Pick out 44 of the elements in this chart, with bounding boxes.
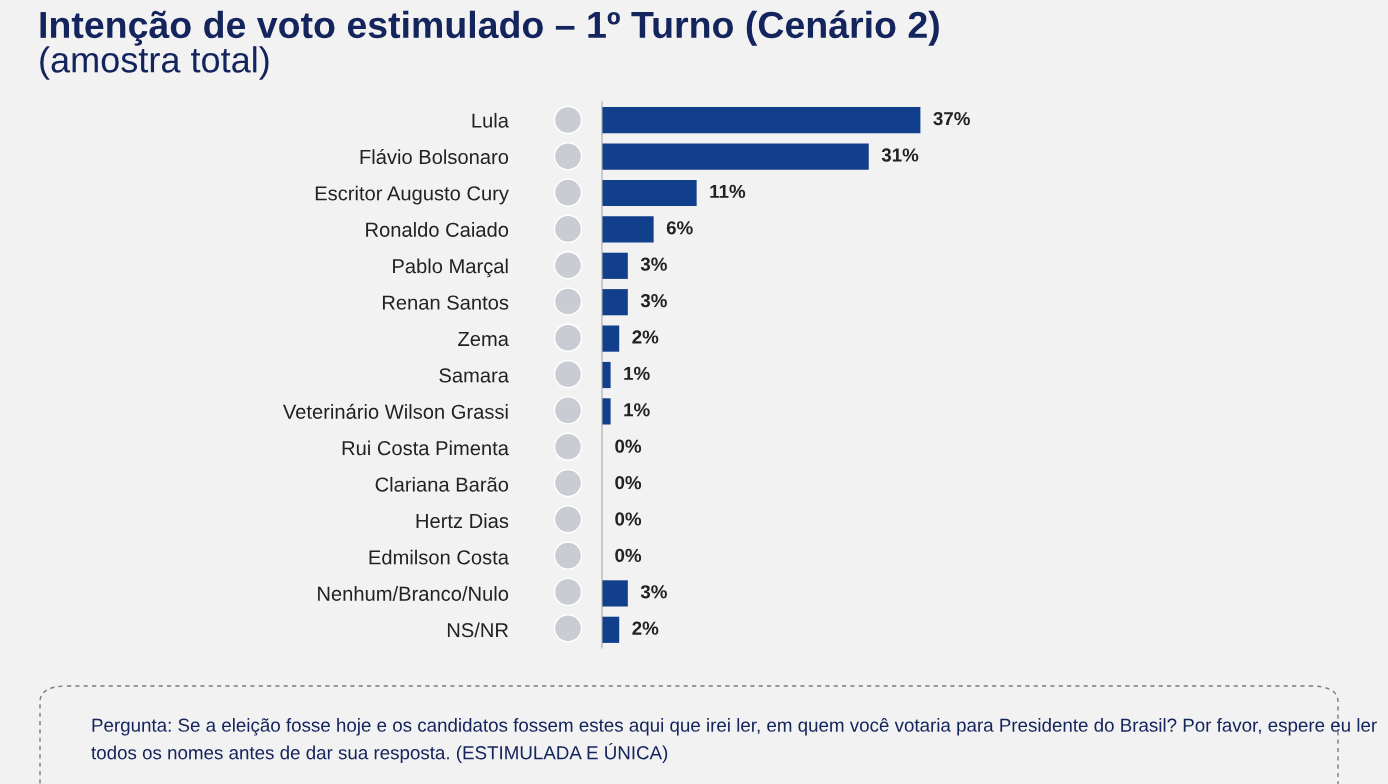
data-label: 0% <box>615 512 642 526</box>
y-tick-label: Lula <box>472 112 509 128</box>
data-label: 1% <box>624 366 650 380</box>
data-label: 2% <box>632 330 659 344</box>
y-tick-label: Escritor Augusto Cury <box>315 185 509 205</box>
y-tick-label: Ronaldo Caiado <box>366 222 509 237</box>
data-label: 11% <box>710 184 746 198</box>
data-label: 0% <box>615 548 642 563</box>
bar <box>602 143 869 170</box>
data-label: 2% <box>632 621 659 635</box>
y-tick-label: Pablo Marçal <box>393 258 508 278</box>
data-label: 3% <box>640 585 667 599</box>
bar <box>602 179 697 207</box>
y-tick-label: Clariana Barão <box>375 476 509 492</box>
y-tick-label: Hertz Dias <box>416 513 509 529</box>
bar <box>602 289 628 316</box>
data-label: 0% <box>615 439 642 453</box>
text: Pergunta: Se a eleição fosse hoje e os candidatos fossem estes aqui que irei ler, em quem você votaria para Presidente do Brasil? Por favor, espere eu ler todos os nomes antes de dar sua resposta. (ESTIMULADA E ÚNICA) <box>91 718 1377 764</box>
y-tick-label: Veterinário Wilson Grassi <box>282 403 508 419</box>
data-label: 3% <box>640 257 667 271</box>
bar <box>602 361 611 389</box>
chart-title: Intenção de voto estimulado – 1º Turno (Cenário 2) <box>40 10 939 46</box>
data-label: 37% <box>933 111 970 126</box>
data-label: 31% <box>881 148 919 162</box>
bar <box>602 616 620 643</box>
bar <box>602 325 620 352</box>
text: (amostra total) <box>40 46 269 80</box>
bar <box>602 216 654 243</box>
y-tick-label: Samara <box>439 368 509 383</box>
y-tick-label: Flávio Bolsonaro <box>360 149 509 165</box>
bar <box>602 252 628 279</box>
data-label: 1% <box>624 403 650 417</box>
data-label: 6% <box>666 221 693 235</box>
bar <box>602 398 611 425</box>
y-tick-label: Renan Santos <box>382 295 509 310</box>
bar <box>602 107 921 134</box>
y-tick-label: Rui Costa Pimenta <box>342 440 509 456</box>
y-tick-label: Zema <box>458 332 509 347</box>
y-tick-label: Nenhum/Branco/Nulo <box>318 586 509 601</box>
data-label: 3% <box>640 293 667 308</box>
y-tick-label: Edmilson Costa <box>369 549 509 565</box>
data-label: 0% <box>615 475 642 490</box>
bar <box>602 580 628 607</box>
y-tick-label: NS/NR <box>447 622 509 638</box>
